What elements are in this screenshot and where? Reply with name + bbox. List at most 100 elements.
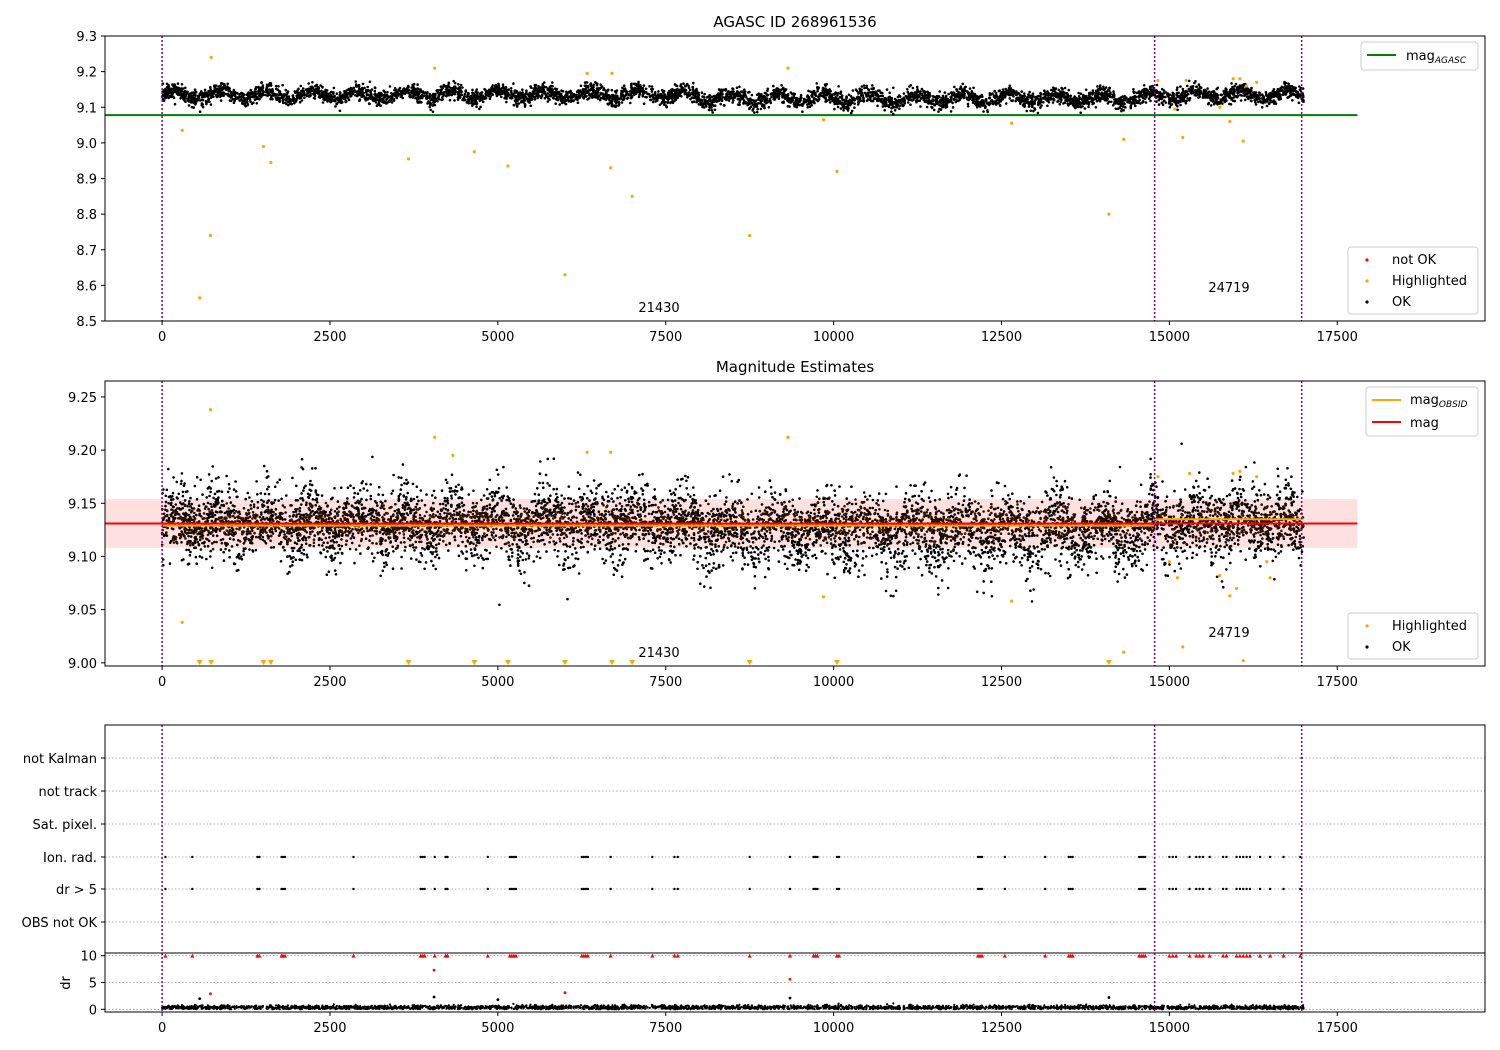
- ok-point: [871, 99, 875, 103]
- ok-point: [440, 91, 443, 95]
- ok-point: [416, 83, 419, 86]
- ok-point: [743, 101, 747, 104]
- ok-point: [418, 101, 422, 104]
- ok-point: [281, 83, 284, 87]
- ok-point: [611, 98, 615, 101]
- ok-point: [949, 91, 953, 94]
- ok-point: [630, 84, 633, 87]
- ok-point: [428, 92, 432, 96]
- ok-point: [465, 101, 469, 104]
- ok-point: [529, 85, 532, 88]
- ok-point: [615, 97, 618, 100]
- ok-point: [579, 84, 583, 88]
- ok-point: [705, 96, 709, 99]
- ok-point: [1229, 103, 1233, 106]
- ok-point: [246, 100, 249, 103]
- ok-point: [644, 87, 648, 91]
- ok-point: [599, 83, 602, 86]
- ok-point: [1058, 92, 1062, 96]
- ok-point: [811, 93, 814, 96]
- ok-point: [668, 89, 671, 93]
- ok-point: [1124, 96, 1127, 100]
- ok-point: [951, 101, 954, 105]
- ok-point: [1181, 98, 1184, 101]
- ok-point: [757, 96, 761, 100]
- ok-point: [501, 83, 505, 86]
- ok-point: [366, 97, 369, 101]
- ok-point: [1181, 89, 1185, 93]
- ok-point: [528, 101, 531, 104]
- ok-point: [1272, 88, 1276, 91]
- ok-point: [756, 107, 759, 111]
- ok-point: [775, 89, 779, 92]
- ok-point: [1254, 103, 1258, 106]
- ok-point: [413, 94, 417, 97]
- ok-point: [233, 92, 237, 95]
- ok-point: [881, 94, 885, 98]
- ok-point: [824, 100, 827, 103]
- ok-point: [476, 97, 480, 100]
- ok-point: [371, 95, 374, 99]
- ok-point: [442, 91, 446, 94]
- ok-point: [1214, 97, 1218, 101]
- ok-point: [990, 98, 994, 102]
- ok-point: [1155, 91, 1158, 95]
- ok-point: [676, 95, 679, 98]
- ok-point: [250, 102, 254, 106]
- ok-point: [201, 105, 205, 109]
- ok-point: [321, 85, 324, 89]
- ok-point: [565, 95, 568, 99]
- ok-point: [453, 81, 457, 85]
- ok-point: [206, 95, 210, 99]
- ok-point: [833, 93, 836, 96]
- ok-point: [1097, 91, 1101, 94]
- ok-point: [630, 89, 633, 92]
- ok-point: [939, 99, 942, 102]
- ok-point: [883, 108, 886, 112]
- ok-point: [847, 107, 850, 110]
- ok-point: [204, 93, 208, 97]
- ok-point: [696, 99, 700, 103]
- ok-point: [938, 90, 941, 93]
- ok-point: [715, 94, 719, 98]
- ok-point: [945, 105, 948, 108]
- ok-point: [1004, 102, 1008, 105]
- ok-point: [447, 93, 451, 97]
- ok-point: [1133, 94, 1137, 98]
- ok-point: [1284, 91, 1288, 95]
- ok-point: [953, 85, 956, 89]
- ok-point: [547, 95, 550, 99]
- ok-point: [1251, 96, 1255, 99]
- ok-point: [274, 84, 278, 88]
- ok-point: [646, 92, 649, 96]
- ok-point: [245, 97, 249, 101]
- ok-point: [651, 87, 654, 91]
- ok-point: [291, 94, 295, 97]
- ok-point: [726, 90, 730, 93]
- ok-point: [607, 88, 610, 92]
- ok-point: [505, 100, 508, 104]
- ok-point: [1158, 95, 1161, 99]
- ok-point: [258, 98, 261, 101]
- ok-point: [1170, 103, 1174, 106]
- ok-point: [832, 100, 836, 104]
- ok-point: [797, 98, 800, 101]
- ok-point: [724, 89, 727, 92]
- ok-point: [1042, 97, 1045, 100]
- ok-point: [540, 86, 543, 90]
- ok-point: [1181, 96, 1185, 99]
- ok-point: [299, 84, 303, 88]
- ok-point: [889, 102, 893, 106]
- ok-point: [277, 85, 280, 88]
- ok-point: [904, 94, 908, 98]
- ok-point: [356, 89, 360, 93]
- ok-point: [823, 90, 826, 94]
- ok-point: [1023, 92, 1026, 95]
- ok-point: [1233, 84, 1236, 88]
- ok-point: [1148, 95, 1152, 99]
- ok-point: [458, 92, 461, 96]
- ok-point: [1058, 102, 1062, 106]
- ok-point: [419, 88, 423, 91]
- ok-point: [766, 93, 770, 97]
- ok-point: [892, 112, 895, 116]
